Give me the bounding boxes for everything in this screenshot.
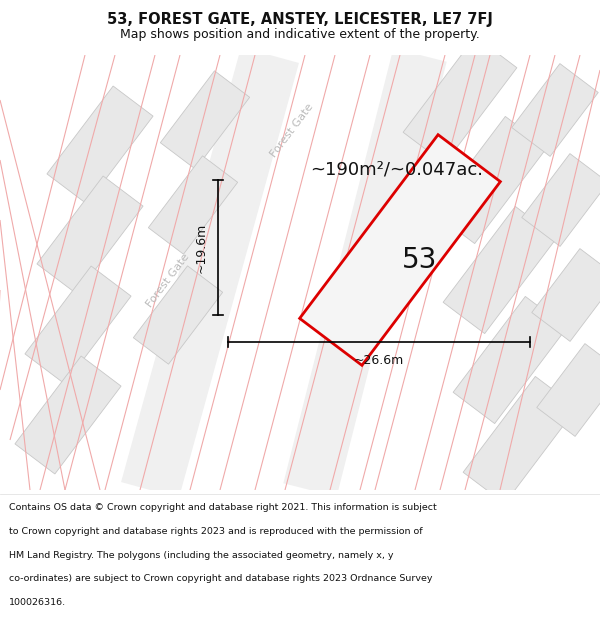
Polygon shape (133, 266, 223, 364)
Polygon shape (522, 154, 600, 246)
Polygon shape (512, 64, 598, 156)
Text: to Crown copyright and database rights 2023 and is reproduced with the permissio: to Crown copyright and database rights 2… (9, 527, 422, 536)
Polygon shape (299, 134, 500, 366)
Text: 53: 53 (403, 246, 437, 274)
Polygon shape (453, 296, 567, 424)
Text: co-ordinates) are subject to Crown copyright and database rights 2023 Ordnance S: co-ordinates) are subject to Crown copyr… (9, 574, 433, 583)
Polygon shape (537, 344, 600, 436)
Polygon shape (37, 176, 143, 294)
Polygon shape (443, 206, 557, 334)
Polygon shape (403, 36, 517, 164)
Text: Contains OS data © Crown copyright and database right 2021. This information is : Contains OS data © Crown copyright and d… (9, 504, 437, 512)
Polygon shape (283, 48, 446, 497)
Text: ~26.6m: ~26.6m (354, 354, 404, 367)
Polygon shape (121, 47, 299, 498)
Polygon shape (15, 356, 121, 474)
Text: ~190m²/~0.047ac.: ~190m²/~0.047ac. (310, 161, 483, 179)
Polygon shape (148, 156, 238, 254)
Text: Forest Gate: Forest Gate (269, 101, 316, 159)
Text: HM Land Registry. The polygons (including the associated geometry, namely x, y: HM Land Registry. The polygons (includin… (9, 551, 394, 560)
Text: 100026316.: 100026316. (9, 598, 66, 607)
Polygon shape (47, 86, 153, 204)
Polygon shape (532, 249, 600, 341)
Text: Map shows position and indicative extent of the property.: Map shows position and indicative extent… (120, 28, 480, 41)
Polygon shape (463, 376, 577, 504)
Text: ~19.6m: ~19.6m (195, 222, 208, 272)
Text: Forest Gate: Forest Gate (145, 251, 191, 309)
Polygon shape (160, 71, 250, 169)
Polygon shape (433, 116, 547, 244)
Polygon shape (25, 266, 131, 384)
Text: 53, FOREST GATE, ANSTEY, LEICESTER, LE7 7FJ: 53, FOREST GATE, ANSTEY, LEICESTER, LE7 … (107, 12, 493, 27)
